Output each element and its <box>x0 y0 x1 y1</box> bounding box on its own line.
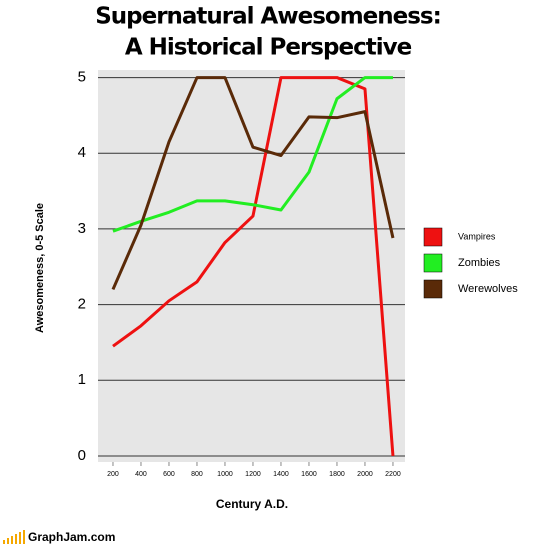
series-line <box>112 76 393 233</box>
series-line <box>111 76 395 291</box>
y-tick-label: 1 <box>78 371 86 388</box>
x-tick-label: 1200 <box>245 471 261 478</box>
x-tick-label: 2200 <box>385 471 401 478</box>
legend-swatch <box>423 253 443 273</box>
y-axis-label: Awesomeness, 0-5 Scale <box>34 203 46 333</box>
series-line <box>112 76 395 457</box>
legend-label: Werewolves <box>458 283 518 295</box>
x-tick-label: 1600 <box>301 471 317 478</box>
y-tick-label: 5 <box>78 69 86 86</box>
x-axis-label: Century A.D. <box>216 497 288 511</box>
legend-label: Vampires <box>458 231 496 241</box>
x-tick-label: 1800 <box>329 471 345 478</box>
y-tick-label: 4 <box>78 144 86 161</box>
footer-logo <box>3 530 25 544</box>
y-tick-label: 2 <box>78 296 86 313</box>
x-tick-label: 200 <box>107 471 119 478</box>
x-tick-label: 600 <box>163 471 175 478</box>
plot-area <box>98 70 405 462</box>
x-tick-label: 2000 <box>357 471 373 478</box>
legend-swatch <box>423 279 443 299</box>
chart-title: Supernatural Awesomeness: <box>95 4 441 30</box>
chart-title: A Historical Perspective <box>125 35 412 61</box>
x-tick-label: 400 <box>135 471 147 478</box>
x-tick-label: 800 <box>191 471 203 478</box>
footer: GraphJam.com <box>28 530 115 544</box>
x-tick-label: 1000 <box>217 471 233 478</box>
y-tick-label: 0 <box>78 447 86 464</box>
legend-swatch <box>423 227 443 247</box>
legend-label: Zombies <box>458 257 501 269</box>
x-tick-label: 1400 <box>273 471 289 478</box>
y-tick-label: 3 <box>78 220 86 237</box>
